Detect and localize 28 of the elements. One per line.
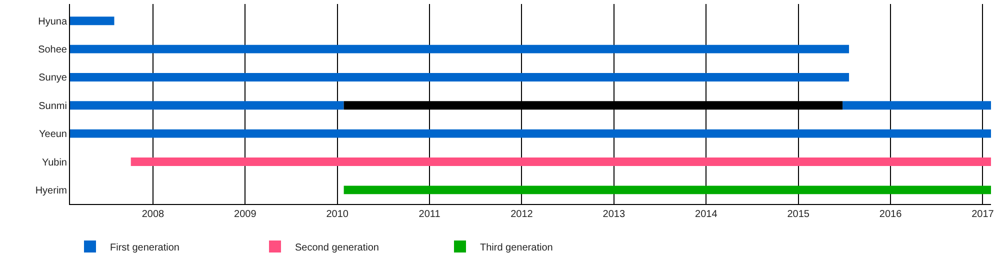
x-tick-label: 2014 [695, 209, 718, 220]
legend-label: First generation [110, 242, 180, 254]
y-tick-label: Hyuna [38, 16, 68, 28]
x-tick-label: 2010 [326, 209, 349, 220]
bar [70, 44, 850, 54]
y-tick-label: Sunmi [38, 100, 67, 112]
x-tick-label: 2016 [879, 209, 902, 220]
bar [70, 73, 850, 82]
y-tick-label: Yeeun [39, 129, 67, 140]
x-tick-label: 2009 [234, 209, 257, 220]
x-tick-label: 2012 [510, 209, 534, 220]
bar [70, 16, 114, 26]
y-tick-label: Sunye [38, 72, 68, 84]
x-tick-label: 2017 [972, 209, 994, 220]
legend-label: Third generation [480, 242, 553, 254]
y-tick-label: Yubin [42, 157, 67, 168]
bar [344, 186, 991, 194]
x-tick-label: 2013 [602, 209, 626, 220]
y-tick-label: Hyerim [35, 185, 67, 196]
x-tick-label: 2015 [787, 209, 810, 220]
bar [70, 129, 991, 138]
y-tick-label: Sohee [38, 44, 68, 56]
legend-label: Second generation [295, 242, 379, 254]
x-tick-label: 2008 [142, 209, 165, 220]
bar [130, 158, 991, 166]
x-tick-label: 2011 [418, 209, 441, 220]
bar [70, 101, 344, 110]
bar [842, 101, 991, 110]
